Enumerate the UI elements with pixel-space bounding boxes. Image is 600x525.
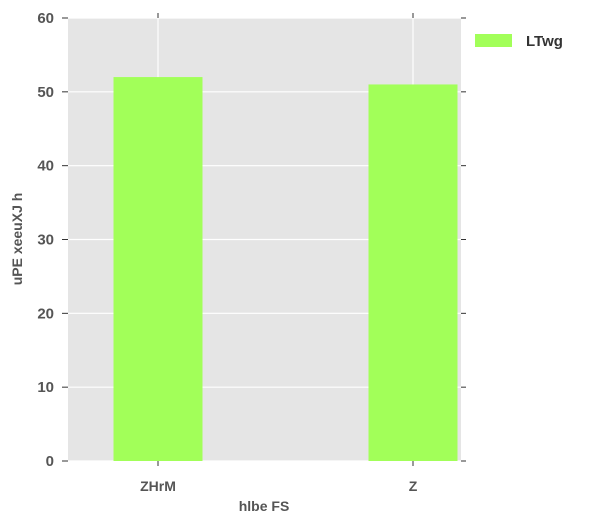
legend-label: LTwg xyxy=(526,33,563,50)
y-tick-labels: 0 10 20 30 40 50 60 xyxy=(37,10,54,470)
y-tick-label: 0 xyxy=(46,453,54,470)
bar-Z xyxy=(368,84,458,461)
y-tick-label: 30 xyxy=(37,232,54,249)
axis-ticks xyxy=(62,13,466,466)
x-tick-label: Z xyxy=(409,478,418,494)
y-tick-label: 40 xyxy=(37,158,54,175)
y-tick-label: 20 xyxy=(37,305,54,322)
y-axis-title: uPE xeeuXJ h xyxy=(9,193,25,286)
y-tick-label: 50 xyxy=(37,84,54,101)
x-axis-title: hlbe FS xyxy=(239,498,290,514)
x-tick-label: ZHrM xyxy=(140,478,176,494)
legend: LTwg xyxy=(475,33,563,50)
y-tick-label: 10 xyxy=(37,379,54,396)
y-tick-label: 60 xyxy=(37,10,54,27)
bar-ZHrM xyxy=(113,77,203,462)
legend-swatch xyxy=(475,34,512,47)
bars xyxy=(113,77,458,462)
x-tick-labels: ZHrM Z xyxy=(140,478,418,494)
